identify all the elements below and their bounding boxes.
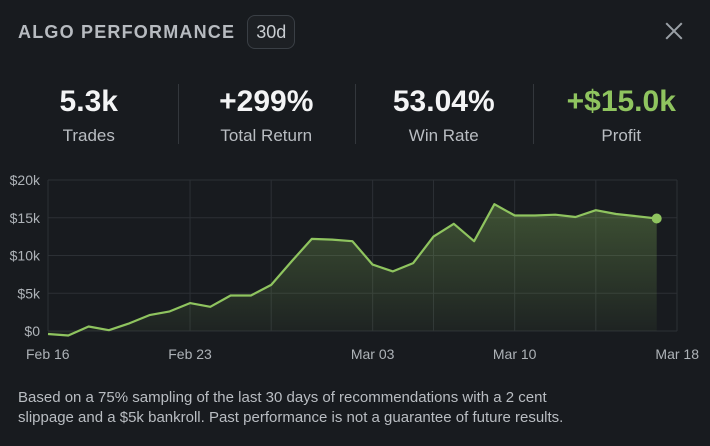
data-point (331, 238, 333, 240)
data-point (453, 223, 455, 225)
x-tick-label: Mar 18 (655, 346, 699, 362)
data-point (47, 333, 49, 335)
disclaimer: Based on a 75% sampling of the last 30 d… (18, 388, 698, 428)
header: ALGO PERFORMANCE 30d (18, 14, 296, 50)
stat-label: Win Rate (408, 126, 479, 145)
data-point (432, 235, 434, 237)
period-badge[interactable]: 30d (247, 15, 296, 49)
stat-label: Profit (601, 126, 642, 145)
data-point (513, 214, 515, 216)
data-point (67, 334, 69, 336)
y-tick-label: $20k (10, 172, 41, 188)
data-point (189, 302, 191, 304)
data-point (250, 294, 252, 296)
panel-title: ALGO PERFORMANCE (18, 21, 236, 42)
profit-chart: $0 $5k $10k $15k $20k Feb 16 Feb 23 Mar 03 Mar … (10, 172, 700, 362)
data-point (493, 203, 495, 205)
disclaimer-line: Based on a 75% sampling of the last 30 d… (18, 389, 547, 406)
disclaimer-line: slippage and a $5k bankroll. Past perfor… (18, 409, 564, 426)
chart-grid (47, 179, 678, 332)
profit-area (48, 204, 657, 336)
stat-value: 5.3k (59, 85, 118, 118)
data-point (87, 325, 89, 327)
latest-point (651, 213, 662, 224)
stat-win-rate: 53.04% Win Rate (355, 84, 533, 148)
data-point (270, 284, 272, 286)
data-point (554, 214, 556, 216)
data-point (574, 216, 576, 218)
data-point (351, 240, 353, 242)
stat-label: Total Return (220, 126, 313, 145)
data-point (128, 322, 130, 324)
y-tick-label: $0 (24, 323, 40, 339)
y-axis: $0 $5k $10k $15k $20k (10, 172, 41, 339)
close-icon[interactable] (664, 21, 684, 41)
data-point (473, 240, 475, 242)
stat-value: +299% (219, 85, 314, 118)
stat-total-return: +299% Total Return (177, 84, 356, 148)
stat-label: Trades (62, 126, 115, 145)
x-tick-label: Mar 03 (351, 346, 395, 362)
data-point (209, 306, 211, 308)
data-point (412, 262, 414, 264)
data-point (595, 209, 597, 211)
data-point (169, 310, 171, 312)
stat-trades: 5.3k Trades (0, 84, 178, 148)
stat-value: 53.04% (392, 85, 495, 118)
data-point (371, 263, 373, 265)
y-tick-label: $15k (10, 210, 41, 226)
x-axis: Feb 16 Feb 23 Mar 03 Mar 10 Mar 18 (26, 346, 699, 362)
stats-row: 5.3k Trades +299% Total Return 53.04% Wi… (0, 84, 710, 148)
y-tick-label: $10k (10, 248, 41, 264)
data-point (229, 294, 231, 296)
data-point (290, 260, 292, 262)
data-point (635, 215, 637, 217)
stat-profit: +$15.0k Profit (532, 84, 710, 148)
profit-line (47, 203, 657, 337)
stat-value: +$15.0k (566, 85, 676, 118)
data-point (534, 214, 536, 216)
data-point (615, 213, 617, 215)
x-tick-label: Mar 10 (493, 346, 537, 362)
data-point (108, 329, 110, 331)
data-point (148, 314, 150, 316)
x-tick-label: Feb 16 (26, 346, 70, 362)
data-point (311, 238, 313, 240)
data-points (47, 203, 662, 336)
x-tick-label: Feb 23 (168, 346, 212, 362)
y-tick-label: $5k (17, 285, 41, 301)
data-point (392, 270, 394, 272)
